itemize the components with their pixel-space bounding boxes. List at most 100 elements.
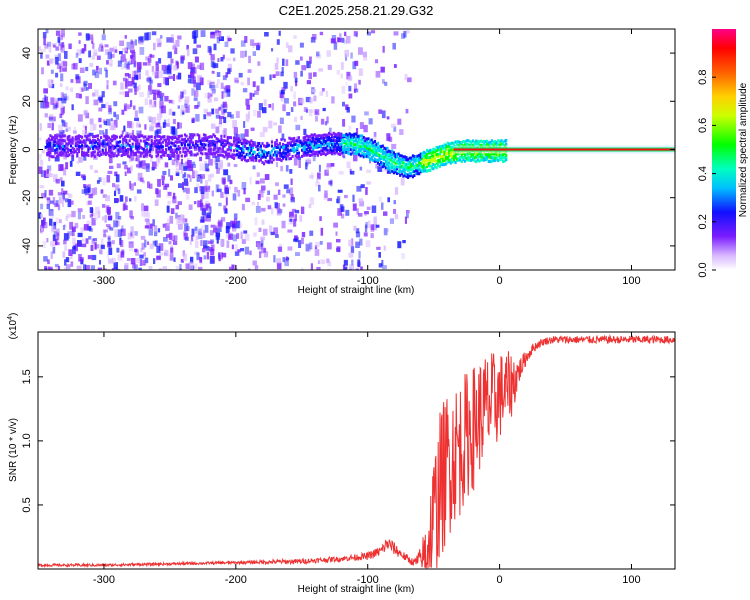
spectrogram-noise-cell — [260, 189, 265, 194]
spectrogram-noise-cell — [293, 219, 297, 227]
spectrogram-noise-cell — [355, 268, 360, 270]
spectrogram-noise-cell — [156, 38, 161, 43]
spectrogram-ridge-cell — [380, 145, 383, 149]
spectrogram-noise-cell — [326, 50, 331, 57]
spectrogram-ridge-cell — [365, 137, 369, 141]
spectrogram-ridge-cell — [478, 159, 481, 163]
spectrogram-ridge-cell — [74, 149, 77, 153]
spectrogram-ridge-cell — [418, 168, 421, 172]
spectrogram-ridge-cell — [177, 135, 180, 138]
spectrogram-noise-cell — [233, 213, 238, 220]
spectrogram-noise-cell — [179, 214, 184, 221]
spectrogram-noise-cell — [185, 194, 190, 200]
spectrogram-noise-cell — [326, 242, 332, 250]
spectrogram-ridge-cell — [145, 144, 149, 148]
spectrogram-noise-cell — [338, 170, 344, 175]
spectrogram-noise-cell — [197, 75, 202, 82]
spectrogram-noise-cell — [175, 212, 178, 219]
spectrogram-noise-cell — [114, 229, 118, 238]
spectrogram-ridge-cell — [291, 154, 294, 158]
spectrogram-ridge-cell — [468, 139, 471, 143]
spectrogram-ridge-cell — [486, 157, 489, 161]
spectrogram-noise-cell — [102, 194, 108, 198]
spectrogram-ridge-cell — [380, 157, 383, 160]
spectrogram-ridge-cell — [283, 151, 286, 155]
spectrogram-ridge-cell — [487, 143, 490, 147]
spectrogram-noise-cell — [404, 73, 408, 81]
spectrogram-noise-cell — [289, 218, 293, 222]
spectrogram-noise-cell — [187, 78, 192, 84]
spectrogram-noise-cell — [59, 65, 62, 73]
spectrogram-noise-cell — [96, 55, 101, 60]
spectrogram-ridge-cell — [255, 145, 258, 149]
spectrogram-noise-cell — [349, 264, 355, 270]
spectrogram-ridge-cell — [446, 151, 449, 155]
spectrogram-ridge-cell — [320, 144, 323, 147]
spectrogram-ridge-cell — [361, 151, 364, 155]
spectrogram-noise-cell — [258, 190, 264, 198]
spectrogram-ridge-cell — [475, 160, 478, 164]
spectrogram-ridge-cell — [329, 139, 332, 143]
spectrogram-noise-cell — [336, 198, 339, 204]
spectrogram-noise-cell — [126, 258, 131, 261]
spectrogram-noise-cell — [259, 244, 264, 248]
spectrogram-ridge-cell — [405, 172, 408, 176]
spectrogram-noise-cell — [313, 72, 317, 77]
spectrogram-ridge-cell — [381, 157, 384, 161]
spectrogram-noise-cell — [246, 104, 251, 110]
spectrogram-noise-cell — [213, 97, 218, 102]
spectrogram-ridge-cell — [77, 150, 80, 154]
spectrogram-noise-cell — [406, 210, 410, 214]
spectrogram-ridge-cell — [139, 134, 142, 138]
spectrogram-ridge-cell — [85, 135, 88, 139]
spectrogram-noise-cell — [298, 160, 301, 168]
spectrogram-ridge-cell — [179, 150, 182, 154]
spectrogram-noise-cell — [47, 259, 50, 265]
spectrogram-ridge-cell — [104, 148, 107, 152]
spectrogram-noise-cell — [85, 66, 89, 72]
spectrogram-ridge-cell — [321, 149, 324, 153]
spectrogram-noise-cell — [52, 234, 56, 242]
spectrogram-noise-cell — [94, 71, 100, 78]
spectrogram-noise-cell — [134, 231, 138, 236]
spectrogram-noise-cell — [207, 112, 212, 117]
spectrogram-ridge-cell — [49, 154, 52, 158]
spectrogram-noise-cell — [215, 156, 220, 162]
spectrogram-ridge-cell — [358, 149, 361, 153]
spectrogram-ridge-cell — [410, 167, 413, 171]
spectrogram-noise-cell — [224, 185, 228, 193]
spectrogram-noise-cell — [285, 59, 289, 67]
spectrogram-ridge-cell — [313, 143, 316, 147]
spectrogram-ridge-cell — [438, 154, 441, 158]
spectrogram-noise-cell — [149, 183, 153, 189]
spectrogram-ridge-cell — [65, 146, 68, 150]
spectrogram-ridge-cell — [256, 141, 259, 145]
spectrogram-noise-cell — [75, 243, 78, 252]
spectrogram-ridge-cell — [435, 149, 438, 153]
spectrogram-ridge-cell — [367, 141, 370, 145]
spectrogram-ridge-cell — [381, 152, 384, 156]
spectrogram-noise-cell — [245, 98, 250, 106]
spectrogram-ridge-cell — [339, 142, 342, 146]
spectrogram-ridge-cell — [383, 162, 386, 166]
spectrogram-noise-cell — [291, 208, 296, 212]
spectrogram-ridge-cell — [220, 153, 223, 157]
spectrogram-ridge-cell — [388, 161, 391, 165]
spectrogram-ridge-cell — [492, 152, 495, 156]
spectrogram-ridge-cell — [329, 151, 332, 155]
spectrogram-ridge-cell — [138, 135, 141, 139]
spectrogram-ridge-cell — [416, 172, 419, 176]
spectrogram-noise-cell — [99, 42, 103, 50]
spectrogram-ridge-cell — [90, 154, 93, 158]
spectrogram-noise-cell — [42, 222, 48, 229]
spectrogram-ridge-cell — [422, 150, 425, 154]
spectrogram-noise-cell — [219, 36, 224, 41]
spectrogram-ridge-cell — [329, 148, 332, 152]
spectrogram-noise-cell — [57, 97, 63, 101]
spectrogram-noise-cell — [60, 107, 64, 116]
spectrogram-ridge-cell — [375, 145, 378, 149]
spectrogram-ridge-cell — [399, 160, 402, 164]
spectrogram-noise-cell — [393, 126, 397, 132]
spectrogram-noise-cell — [91, 37, 94, 44]
spectrogram-ridge-cell — [364, 154, 367, 158]
